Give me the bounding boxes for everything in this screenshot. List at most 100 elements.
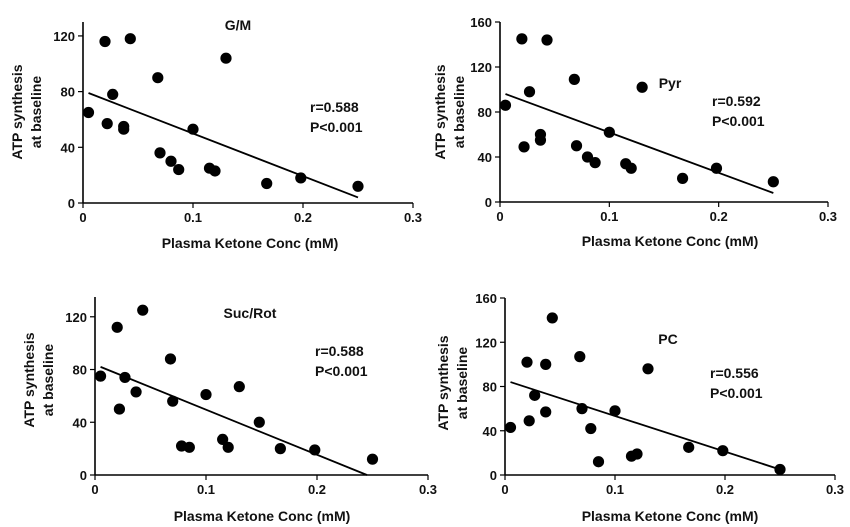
data-point xyxy=(187,123,199,135)
y-axis-label: ATP synthesis at baseline xyxy=(432,64,467,159)
y-tick-label: 0 xyxy=(485,195,492,210)
data-point xyxy=(710,162,723,174)
y-axis-label-line: ATP synthesis xyxy=(435,335,451,430)
scatter-panel-4: 0 0.1 0.2 0.3 0 40 80 120 160 PC r=0.556 P<0.001 Pla… xyxy=(435,291,844,524)
data-point xyxy=(516,33,528,45)
x-tick-label: 0 xyxy=(91,482,98,497)
y-tick-label: 120 xyxy=(65,310,87,325)
data-point xyxy=(366,453,379,465)
data-point xyxy=(574,351,586,363)
panel-title: G/M xyxy=(225,17,251,33)
x-axis-label: Plasma Ketone Conc (mM) xyxy=(582,233,759,249)
data-point xyxy=(683,441,695,453)
data-point xyxy=(167,395,179,407)
y-axis-label-line: at baseline xyxy=(40,344,56,417)
x-tick-label: 0.2 xyxy=(710,209,728,224)
data-point xyxy=(585,422,597,435)
data-point xyxy=(165,155,177,167)
x-tick-label: 0.3 xyxy=(404,210,422,225)
panel-title: Suc/Rot xyxy=(224,305,277,321)
data-point xyxy=(154,147,166,159)
data-point xyxy=(576,403,588,415)
data-point xyxy=(130,386,142,398)
x-tick-label: 0.2 xyxy=(294,210,312,225)
y-tick-label: 80 xyxy=(61,85,75,100)
x-tick-label: 0.3 xyxy=(419,482,437,497)
data-point xyxy=(82,106,95,119)
data-point xyxy=(164,353,177,365)
data-point xyxy=(642,363,654,375)
y-tick-label: 160 xyxy=(470,15,492,30)
data-point xyxy=(352,180,364,192)
data-point xyxy=(183,441,195,453)
x-tick-label: 0 xyxy=(496,209,503,224)
data-point xyxy=(592,456,605,468)
y-tick-label: 40 xyxy=(478,150,492,165)
data-point xyxy=(499,99,512,111)
stat-annotation: P<0.001 xyxy=(315,363,368,379)
data-point xyxy=(118,123,130,135)
data-point xyxy=(570,140,583,152)
data-point xyxy=(540,358,552,370)
x-tick-label: 0.2 xyxy=(716,482,734,497)
stat-annotation: P<0.001 xyxy=(712,113,765,129)
y-tick-label: 120 xyxy=(475,335,497,350)
x-tick-label: 0.1 xyxy=(606,482,624,497)
data-point xyxy=(609,405,621,417)
y-tick-label: 0 xyxy=(68,196,75,211)
data-point xyxy=(200,388,212,401)
data-point xyxy=(534,134,547,146)
panel-title: PC xyxy=(658,331,677,347)
y-tick-label: 120 xyxy=(53,29,75,44)
x-tick-label: 0.1 xyxy=(197,482,215,497)
data-point xyxy=(209,165,221,177)
data-point xyxy=(717,445,729,457)
y-axis-label: ATP synthesis at baseline xyxy=(21,332,56,427)
data-point xyxy=(274,443,286,455)
y-axis-label-line: ATP synthesis xyxy=(21,332,37,427)
y-tick-label: 0 xyxy=(490,468,497,483)
y-axis-label-line: at baseline xyxy=(28,76,44,149)
data-point xyxy=(94,370,107,382)
y-axis-label-line: ATP synthesis xyxy=(432,64,448,159)
data-point xyxy=(137,304,149,316)
data-point xyxy=(636,81,648,93)
x-axis-label: Plasma Ketone Conc (mM) xyxy=(582,508,759,524)
x-axis-label: Plasma Ketone Conc (mM) xyxy=(162,235,339,251)
stat-annotation: P<0.001 xyxy=(310,119,363,135)
y-axis-label-line: at baseline xyxy=(451,76,467,149)
data-point xyxy=(518,141,530,153)
data-point xyxy=(220,52,232,64)
data-point xyxy=(625,162,637,174)
data-point xyxy=(774,463,786,476)
data-point xyxy=(253,416,265,428)
x-tick-label: 0.1 xyxy=(600,209,618,224)
x-axis-label: Plasma Ketone Conc (mM) xyxy=(174,508,351,524)
regression-line xyxy=(100,366,368,476)
scatter-panel-3: 0 0.1 0.2 0.3 0 40 80 120 Suc/Rot r=0.588 P<0.001 P… xyxy=(21,297,437,524)
data-point xyxy=(603,126,615,138)
stat-annotation: r=0.592 xyxy=(712,93,761,109)
x-tick-label: 0.3 xyxy=(826,482,844,497)
data-point xyxy=(99,35,111,48)
data-point xyxy=(107,88,119,100)
data-point xyxy=(101,118,113,130)
data-point xyxy=(111,321,123,333)
scatter-panel-2: 0 0.1 0.2 0.3 0 40 80 120 160 Pyr r=0.592 P<0.001 Pl… xyxy=(432,15,837,249)
y-tick-label: 120 xyxy=(470,60,492,75)
data-point xyxy=(222,441,234,453)
x-tick-label: 0 xyxy=(79,210,86,225)
stat-annotation: P<0.001 xyxy=(710,385,763,401)
y-tick-label: 40 xyxy=(61,140,75,155)
y-axis-label: ATP synthesis at baseline xyxy=(9,64,44,159)
y-tick-label: 40 xyxy=(73,415,87,430)
y-tick-label: 160 xyxy=(475,291,497,306)
data-point xyxy=(173,163,185,176)
regression-line xyxy=(88,92,359,199)
y-axis-label-line: at baseline xyxy=(454,347,470,420)
panel-title: Pyr xyxy=(659,75,682,91)
data-point xyxy=(589,157,601,169)
data-point xyxy=(217,433,229,445)
stat-annotation: r=0.556 xyxy=(710,365,759,381)
